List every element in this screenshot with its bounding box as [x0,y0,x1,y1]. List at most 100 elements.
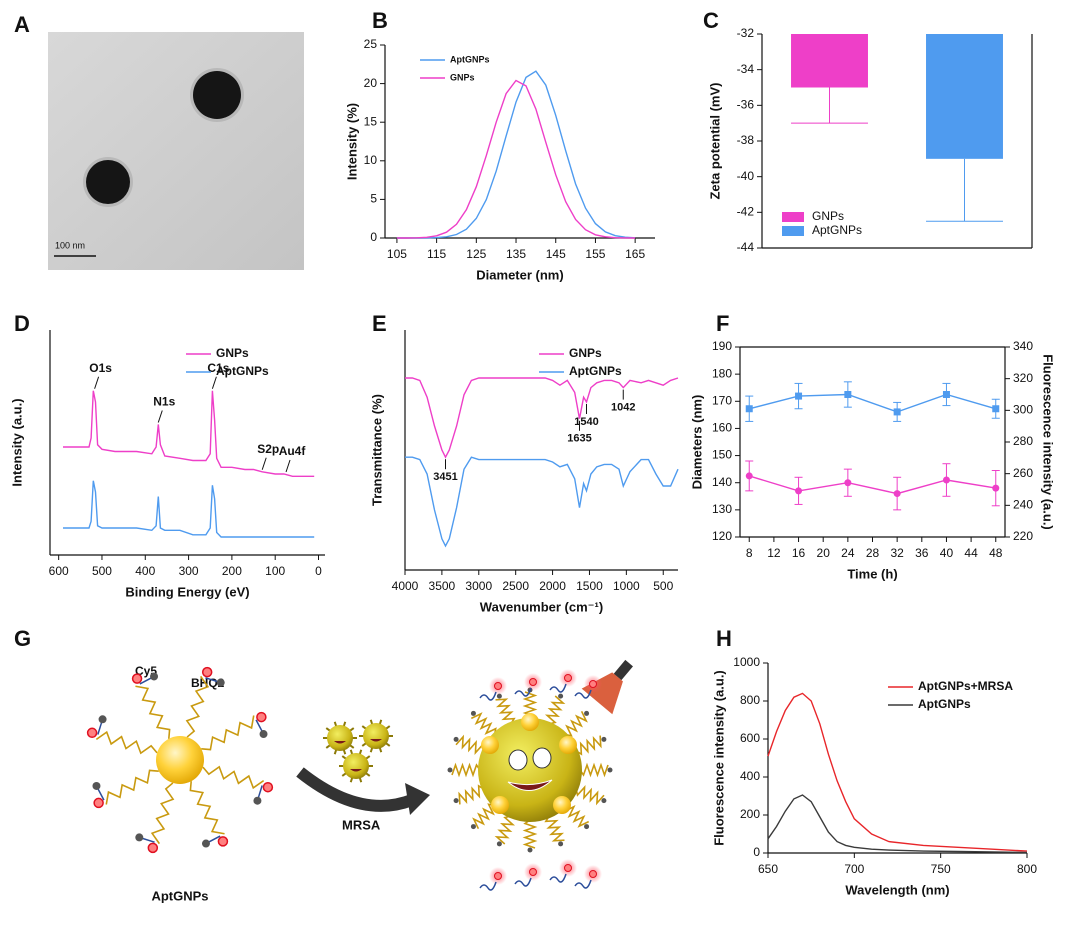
free-dye [529,678,537,686]
arrow-label: MRSA [342,817,381,832]
series-line [396,79,636,239]
annotation: 3451 [433,471,457,483]
quencher-dot [453,736,459,742]
panel-label: A [14,12,30,37]
x-axis-label: Wavenumber (cm⁻¹) [480,599,603,614]
free-probe [574,689,592,699]
aptamer-strand [202,765,265,790]
marker [795,487,803,495]
y-tick-label: -32 [737,26,755,40]
bacterium-mouth [334,741,346,744]
gold-nanoparticle [156,736,204,784]
bacterium-eye [508,749,528,771]
bhq2-quencher [92,781,101,790]
free-dye [589,870,597,878]
chart: 4000 3500 3000 2500 2000 1500 1000 500 Wavenumbe… [369,330,679,614]
aptamer-strand [495,698,516,725]
x-tick-label: 500 [92,564,112,578]
x-tick-label: 125 [466,247,486,261]
free-dye [564,674,572,682]
bound-particle [491,796,509,814]
legend-label: AptGNPs [216,364,269,378]
bhq2-quencher [98,715,107,724]
chart: 8 12 16 20 24 28 32 36 40 44 48 120 130 140 150 160 170 1… [689,339,1055,581]
cy5-dye [147,842,159,854]
y-tick-label: 160 [712,421,732,435]
y-tick-label: 400 [740,769,760,783]
annotation-leader [157,410,163,423]
x-tick-label: 1500 [576,579,603,593]
arrow-head [405,783,430,815]
annotation: 1635 [567,433,591,445]
quencher-dot [607,767,613,773]
free-probe [514,687,532,697]
chart: 600 500 400 300 200 100 0 Binding Energy (eV) In… [9,330,325,599]
legend-label: GNPs [569,346,602,360]
cy5-dye [201,666,213,678]
probe-link [139,676,153,685]
bacterium [327,725,353,751]
bhq2-quencher [201,839,210,848]
marker [992,484,1000,492]
x-tick-label: 0 [315,564,322,578]
y2-tick-label: 260 [1013,466,1033,480]
scale-bar-label: 100 nm [55,240,85,250]
y-tick-label: 200 [740,807,760,821]
flashlight-beam [581,672,623,715]
x-tick-label: 650 [758,862,778,876]
legend-label: AptGNPs [569,364,622,378]
x-tick-label: 8 [746,546,753,560]
panel-label: C [703,8,719,33]
aptamer-strand [472,803,495,830]
y-tick-label: 170 [712,393,732,407]
cy5-dye [256,711,267,723]
bacterium [343,753,369,779]
aptamer-strand [579,762,609,778]
y-tick-label: 800 [740,693,760,707]
probe-link [207,835,221,844]
x-tick-label: 2000 [539,579,566,593]
x-tick-label: 800 [1017,862,1037,876]
y-tick-label: 25 [364,37,378,51]
y-axis-label: Transmittance (%) [369,394,384,506]
series-line [63,480,315,538]
marker [942,391,950,398]
annotation: N1s [153,395,175,409]
legend-label: AptGNPs [812,223,862,237]
x-tick-label: 44 [964,546,978,560]
aptamer-strand [575,784,605,806]
x-tick-label: 2500 [502,579,529,593]
quencher-dot [496,841,502,847]
x-tick-label: 100 [265,564,285,578]
bacterium-mouth [350,769,362,772]
bar [791,34,868,88]
y-tick-label: 600 [740,731,760,745]
x-tick-label: 3000 [465,579,492,593]
y-axis-label: Zeta potential (mV) [707,82,722,199]
cy5-dye [93,797,104,809]
panel-label: F [716,311,729,336]
x-tick-label: 700 [844,862,864,876]
y-tick-label: -34 [737,62,755,76]
quencher-dot [453,798,459,804]
x-tick-label: 600 [49,564,69,578]
aptamer-strand [575,735,602,756]
cy5-dye [131,673,143,684]
free-dye [564,864,572,872]
series-line [405,456,679,548]
chart: 105 115 125 135 145 155 165 0 5 10 15 20 25 Diameter … [344,37,655,282]
quencher-dot [527,847,533,853]
annotation: O1s [89,361,112,375]
legend-label: AptGNPs [450,54,490,64]
series-line [396,70,636,239]
aptamer-strand [185,675,210,738]
y-tick-label: 5 [370,192,377,206]
y2-tick-label: 340 [1013,339,1033,353]
bound-particle [553,796,571,814]
annotation: S2p [257,442,279,456]
y-tick-label: 120 [712,529,732,543]
free-dye [529,868,537,876]
series-line [63,390,315,477]
y-tick-label: -40 [737,169,755,183]
marker [992,405,1000,413]
